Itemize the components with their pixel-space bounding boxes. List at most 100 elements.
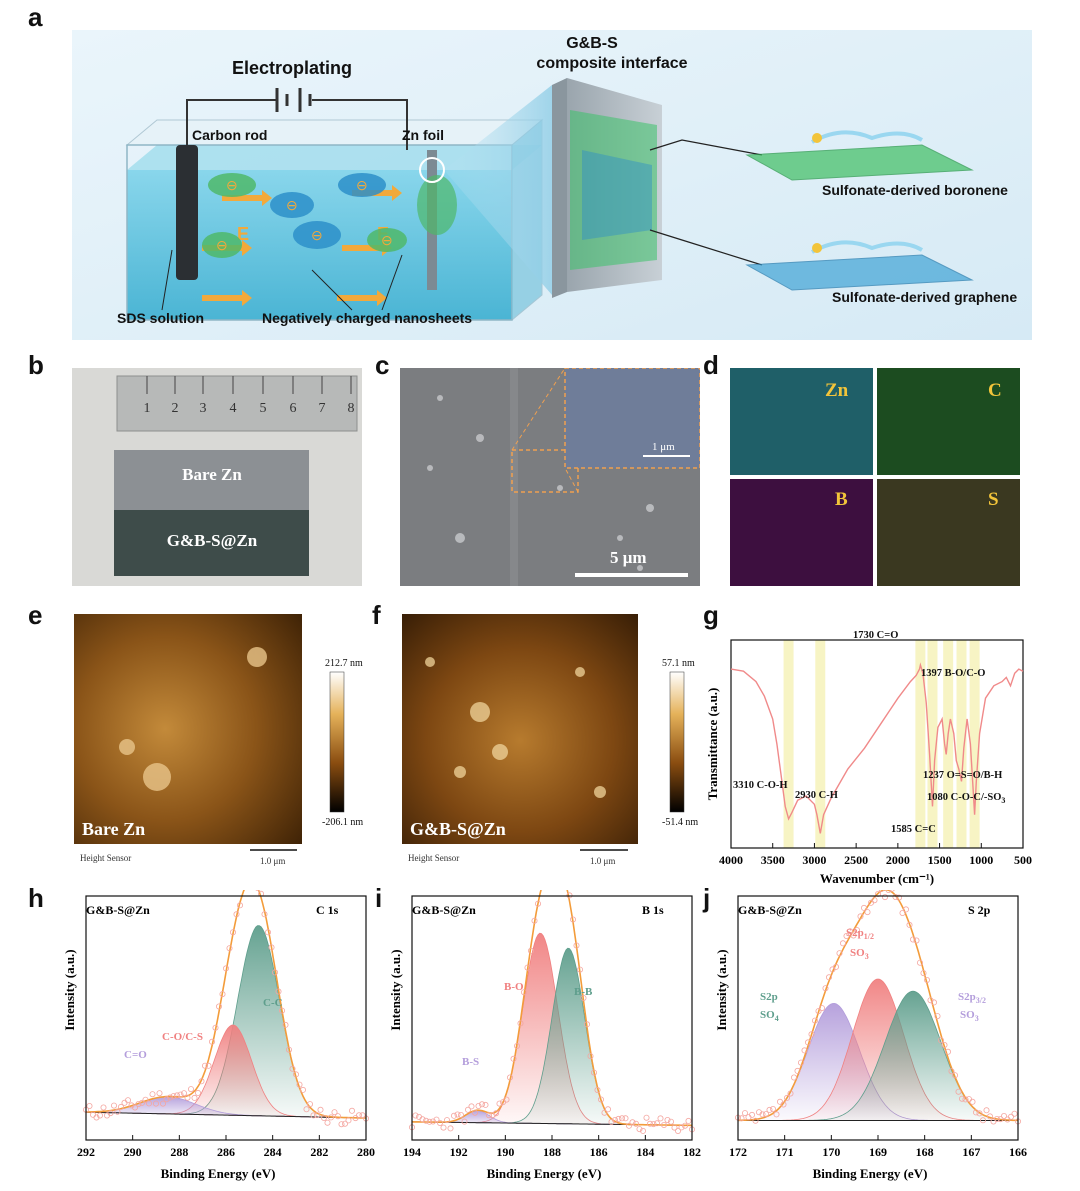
raw-data-point [437,1119,444,1126]
svg-text:4: 4 [230,401,237,416]
raw-data-point [625,1122,632,1129]
raw-data-point [107,1110,114,1117]
raw-data-point [135,1100,142,1107]
raw-data-point [507,1074,514,1081]
ruler [116,375,358,432]
panel-j-xps-s2p: 172 171 170 169 168 167 166 Intensity (a.u.) Bin… [714,890,1027,1181]
panel-b-photo: 1 2 3 4 5 6 7 8 Bare Zn G&B-S@Zn [72,368,362,586]
height-sensor-f: Height Sensor [408,853,459,863]
raw-data-point [327,1114,334,1121]
raw-data-point [461,1118,468,1125]
raw-data-point [458,1111,465,1118]
raw-data-point [201,1062,208,1069]
raw-data-point [881,894,888,901]
x-tick-label: 292 [77,1145,95,1159]
raw-data-point [906,921,913,928]
boronene-sheet [745,130,974,181]
raw-data-point [156,1090,163,1097]
raw-data-point [573,942,580,949]
raw-data-point [895,894,902,901]
annotation-1730: 1730 C=O [853,630,898,641]
raw-data-point [226,945,233,952]
raw-data-point [674,1127,681,1134]
raw-data-point [139,1099,146,1106]
raw-data-point [597,1096,604,1103]
peak-label-bo: B-O [504,981,524,993]
x-tick-label: 171 [776,1145,794,1159]
x-tick-label: 166 [1009,1145,1027,1159]
raw-data-point [969,1098,976,1105]
raw-data-point [205,1062,212,1069]
raw-data-point [657,1115,664,1122]
raw-data-point [650,1121,657,1128]
raw-data-point [622,1115,629,1122]
svg-text:⊖: ⊖ [311,229,323,244]
raw-data-point [111,1102,118,1109]
ftir-band-1585 [927,640,938,848]
raw-data-point [313,1112,320,1119]
raw-data-point [132,1104,139,1111]
raw-data-point [472,1109,479,1116]
ftir-band-2930 [815,640,826,848]
afm-features [119,647,267,791]
x-axis-label-j: Binding Energy (eV) [813,1166,928,1181]
afm-sample-label-f: G&B-S@Zn [410,819,506,839]
circuit-wire [186,99,408,155]
raw-data-point [194,1089,201,1096]
raw-data-point [749,1111,756,1118]
panel-e-afm: Bare Zn 212.7 nm -206.1 nm Height Sensor… [74,614,363,866]
graphene-label: Sulfonate-derived graphene [832,289,1017,305]
x-tick-label: 290 [124,1145,142,1159]
raw-data-point [587,1053,594,1060]
svg-text:⊖: ⊖ [226,179,238,194]
raw-data-point [486,1112,493,1119]
annotation-1397: 1397 B-O/C-O [921,668,985,679]
x-tick-label: 188 [543,1145,561,1159]
raw-data-point [937,1037,944,1044]
peak-label-so3-b: SO3 [960,1009,979,1023]
raw-data-point [678,1124,685,1131]
zoom-line-1 [511,368,566,451]
annotation-1080: 1080 C-O-C/-SO3 [927,792,1005,805]
raw-data-point [951,1072,958,1079]
x-tick-label: 168 [916,1145,934,1159]
raw-data-point [493,1110,500,1117]
raw-data-point [639,1127,646,1134]
raw-data-point [997,1116,1004,1123]
ftir-spectrum-line [730,662,1024,834]
raw-data-point [451,1112,458,1119]
raw-data-point [289,1065,296,1072]
raw-data-point [278,1007,285,1014]
raw-data-point [850,932,857,939]
raw-data-point [815,1008,822,1015]
raw-data-point [331,1109,338,1116]
panel-label-a: a [28,2,43,32]
ftir-band-3310 [783,640,794,848]
raw-data-point [423,1117,430,1124]
composite-title-1: G&B-S [566,35,618,52]
raw-data-point [118,1103,125,1110]
svg-text:3: 3 [200,401,207,416]
raw-data-point [215,1003,222,1010]
raw-data-point [608,1118,615,1125]
y-axis-label-j: Intensity (a.u.) [714,949,729,1030]
raw-data-point [292,1071,299,1078]
fit-envelope [737,890,1019,1122]
fit-envelope [411,890,693,1127]
x-tick-label: 182 [683,1145,701,1159]
raw-data-point [944,1048,951,1055]
panel-c-sem: 1 μm 5 μm [400,368,700,586]
raw-data-point [836,950,843,957]
electroplating-label: Electroplating [232,58,352,78]
annotation-3310: 3310 C-O-H [733,780,788,791]
sample-label-j: G&B-S@Zn [738,903,802,917]
raw-data-point [303,1106,310,1113]
x-tick-label: 286 [217,1145,235,1159]
nanosheets-pointer-2 [381,254,403,311]
nanosheets [202,173,457,258]
afm-features-f [425,657,606,798]
raw-data-point [784,1094,791,1101]
raw-data-point [580,995,587,1002]
raw-data-point [187,1086,194,1093]
raw-data-point [285,1046,292,1053]
